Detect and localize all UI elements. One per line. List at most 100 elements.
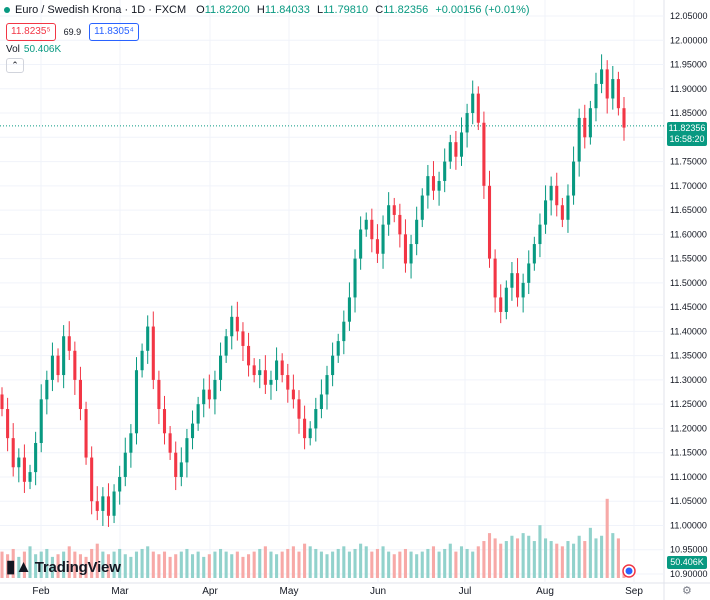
volume-bar (331, 551, 335, 578)
volume-bar (549, 541, 553, 578)
candle-body (577, 117, 581, 162)
sell-button[interactable]: 11.8235⁵ (6, 23, 56, 41)
candle-body (527, 263, 531, 283)
volume-bar (544, 538, 548, 578)
volume-bar (241, 556, 245, 578)
volume-bar (347, 551, 351, 578)
y-tick-label: 11.35000 (670, 351, 707, 361)
volume-bar (353, 548, 357, 578)
volume-bar (398, 551, 402, 578)
volume-bar (56, 554, 60, 578)
candle-body (95, 501, 99, 511)
high-value: 11.84033 (264, 4, 310, 16)
volume-bar (409, 551, 413, 578)
volume-bar (207, 554, 211, 578)
volume-bar (482, 541, 486, 578)
y-tick-label: 10.95000 (670, 545, 708, 555)
candle-body (151, 326, 155, 380)
y-tick-label: 11.40000 (670, 326, 707, 336)
volume-bar (11, 548, 15, 578)
candle-body (280, 360, 284, 376)
chart-header: Euro / Swedish Krona · 1D · FXCM O11.822… (4, 4, 530, 16)
candle-body (56, 355, 60, 376)
volume-legend[interactable]: Vol 50.406K (6, 44, 61, 55)
volume-bar (224, 551, 228, 578)
candle-body (487, 185, 492, 259)
candle-body (230, 316, 234, 337)
volume-bar (465, 548, 469, 578)
volume-bar (235, 551, 239, 578)
open-value: 11.82200 (204, 4, 250, 16)
candle-body (572, 161, 576, 196)
x-tick-label: Apr (202, 586, 218, 597)
candle-body (415, 219, 419, 245)
volume-bar (420, 551, 424, 578)
volume-bar (487, 533, 492, 578)
volume-bar (202, 556, 206, 578)
gear-icon[interactable]: ⚙ (682, 585, 692, 597)
y-tick-label: 11.65000 (670, 205, 707, 215)
candle-body (269, 379, 273, 385)
volume-bar (515, 538, 520, 578)
candle-body (493, 258, 497, 298)
candle-body (84, 409, 88, 458)
volume-bar (45, 548, 49, 578)
candle-body (611, 79, 615, 99)
x-tick-label: Jun (370, 586, 386, 597)
candle-body (190, 423, 195, 439)
candle-body (583, 117, 587, 138)
tradingview-logo[interactable]: ▮▲ TradingView (6, 557, 121, 577)
candle-body (471, 93, 475, 114)
candle-body (17, 457, 21, 468)
candle-body (0, 394, 4, 410)
symbol-title[interactable]: Euro / Swedish Krona · 1D · FXCM (15, 4, 187, 16)
volume-bar (600, 535, 604, 578)
volume-bar (185, 548, 189, 578)
y-tick-label: 11.25000 (670, 399, 707, 409)
volume-bar (381, 546, 385, 578)
volume-bar (112, 551, 116, 578)
x-tick-label: Mar (111, 586, 129, 597)
x-tick-label: Feb (32, 586, 50, 597)
y-tick-label: 12.00000 (670, 35, 708, 45)
volume-bar (151, 551, 155, 578)
chevron-up-icon[interactable]: ⌃ (6, 58, 24, 73)
volume-bar (521, 533, 525, 578)
candle-body (50, 355, 54, 380)
y-tick-label: 11.15000 (670, 448, 707, 458)
candle-body (560, 205, 564, 220)
candle-body (247, 345, 251, 366)
volume-bar (129, 556, 133, 578)
candle-body (314, 409, 318, 429)
volume-bar (577, 535, 581, 578)
candle-body (370, 219, 374, 240)
candle-body (448, 142, 452, 162)
volume-bar (84, 556, 88, 578)
volume-bar (616, 538, 620, 578)
volume-bar (403, 548, 408, 578)
volume-bar (140, 548, 144, 578)
volume-bar (448, 543, 452, 578)
candle-body (28, 472, 32, 482)
volume-bar (28, 546, 32, 578)
candle-body (275, 360, 279, 380)
volume-bar (476, 546, 480, 578)
volume-bar (527, 535, 531, 578)
volume-bar (342, 546, 346, 578)
candle-body (454, 142, 458, 157)
volume-bar (146, 546, 150, 578)
volume-bar (532, 541, 536, 578)
candle-body (297, 399, 301, 419)
volume-bar (572, 543, 576, 578)
volume-bar (101, 551, 105, 578)
buy-button[interactable]: 11.8305⁴ (89, 23, 139, 41)
volume-bar (118, 548, 122, 578)
candle-body (112, 491, 116, 516)
candle-body (544, 200, 548, 225)
y-tick-label: 11.55000 (670, 254, 707, 264)
candle-body (218, 355, 223, 380)
volume-bar (106, 554, 111, 578)
volume-bar (252, 551, 256, 578)
spread-value: 69.9 (63, 27, 82, 37)
